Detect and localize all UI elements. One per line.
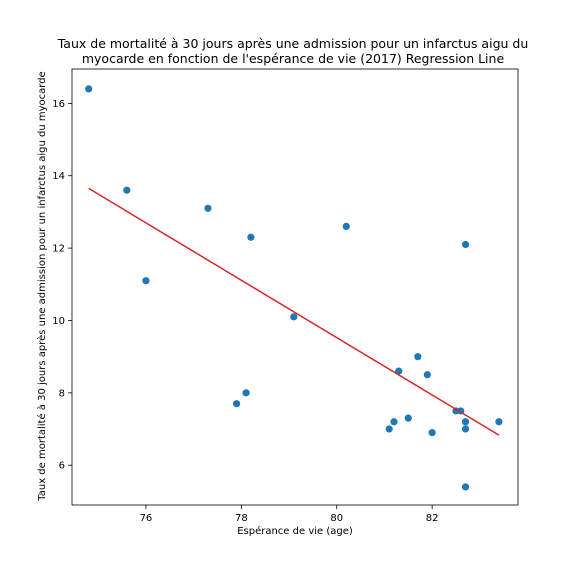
- data-point-8: [342, 222, 350, 230]
- chart-title-line-2: myocarde en fonction de l'espérance de v…: [82, 51, 505, 66]
- data-point-22: [495, 418, 503, 426]
- data-point-3: [204, 204, 212, 212]
- data-point-20: [461, 240, 470, 249]
- y-tick-label-8: 8: [59, 388, 65, 399]
- data-point-13: [414, 353, 422, 361]
- data-point-4: [232, 400, 241, 408]
- data-point-9: [385, 425, 393, 433]
- y-tick-label-10: 10: [52, 316, 65, 327]
- y-tick-label-12: 12: [52, 244, 65, 255]
- regression-line: [88, 187, 500, 436]
- x-axis-ticks: 76 78 80 82: [140, 505, 439, 524]
- data-point-7: [290, 313, 298, 321]
- y-tick-label-6: 6: [59, 461, 65, 472]
- plot-content: [85, 85, 503, 491]
- data-point-14: [423, 371, 431, 379]
- data-point-0: [85, 85, 93, 93]
- data-point-2: [142, 277, 150, 285]
- data-point-6: [247, 233, 255, 241]
- data-point-15: [428, 429, 436, 437]
- data-point-18: [461, 418, 470, 426]
- data-point-10: [390, 418, 398, 426]
- y-tick-label-14: 14: [52, 171, 65, 182]
- x-axis-label: Espérance de vie (age): [237, 525, 353, 537]
- y-axis-ticks: 6 8 10 12 14 16: [52, 99, 72, 472]
- y-axis-label: Taux de mortalité à 30 jours après une a…: [36, 71, 48, 501]
- x-tick-label-82: 82: [426, 513, 439, 524]
- data-point-11: [395, 367, 403, 375]
- data-point-12: [404, 414, 412, 422]
- x-tick-label-76: 76: [140, 513, 153, 524]
- chart-title-line-1: Taux de mortalité à 30 jours après une a…: [57, 36, 529, 51]
- plot-frame: [71, 68, 519, 506]
- data-point-19: [461, 425, 470, 433]
- data-point-5: [242, 389, 250, 397]
- y-tick-label-16: 16: [52, 99, 65, 110]
- x-tick-label-78: 78: [235, 513, 248, 524]
- data-point-21: [461, 483, 470, 491]
- data-point-1: [123, 186, 131, 194]
- x-tick-label-80: 80: [330, 513, 343, 524]
